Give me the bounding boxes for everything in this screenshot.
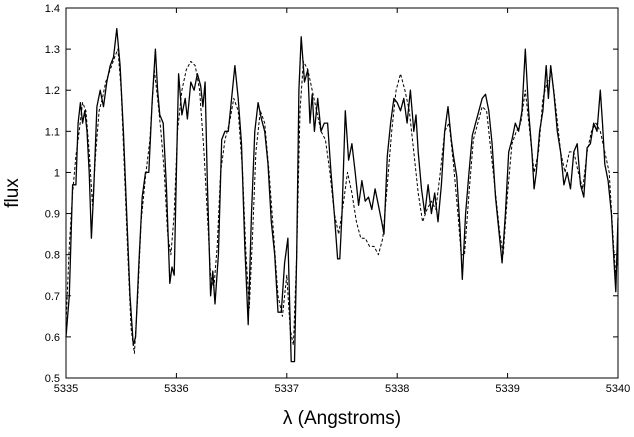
plot-area <box>65 7 619 379</box>
y-axis-ticks: 0.5 0.6 0.7 0.8 0.9 1 1.1 1.2 1.3 1.4 <box>45 3 618 385</box>
x-axis-title: λ (Angstroms) <box>283 408 401 429</box>
y-tick-label: 1 <box>54 167 60 179</box>
y-tick-label: 0.9 <box>45 209 60 221</box>
plot-frame <box>65 7 619 379</box>
x-tick-label: 5337 <box>275 383 299 395</box>
y-tick-label: 0.7 <box>45 291 60 303</box>
y-axis-title: flux <box>2 178 23 208</box>
x-axis-ticks: 5335 5336 5337 5338 5339 5340 <box>54 8 630 395</box>
series-layer <box>65 27 619 363</box>
x-tick-label: 5335 <box>54 383 78 395</box>
y-tick-label: 0.5 <box>45 373 60 385</box>
y-tick-label: 0.6 <box>45 332 60 344</box>
x-tick-label: 5339 <box>495 383 519 395</box>
x-tick-label: 5340 <box>606 383 630 395</box>
x-tick-label: 5338 <box>385 383 409 395</box>
y-tick-label: 1.4 <box>45 3 60 15</box>
y-tick-label: 0.8 <box>45 250 60 262</box>
observed-spectrum-line <box>65 27 619 363</box>
y-tick-label: 1.1 <box>45 126 60 138</box>
y-tick-label: 1.2 <box>45 85 60 97</box>
x-tick-label: 5336 <box>164 383 188 395</box>
y-tick-label: 1.3 <box>45 44 60 56</box>
